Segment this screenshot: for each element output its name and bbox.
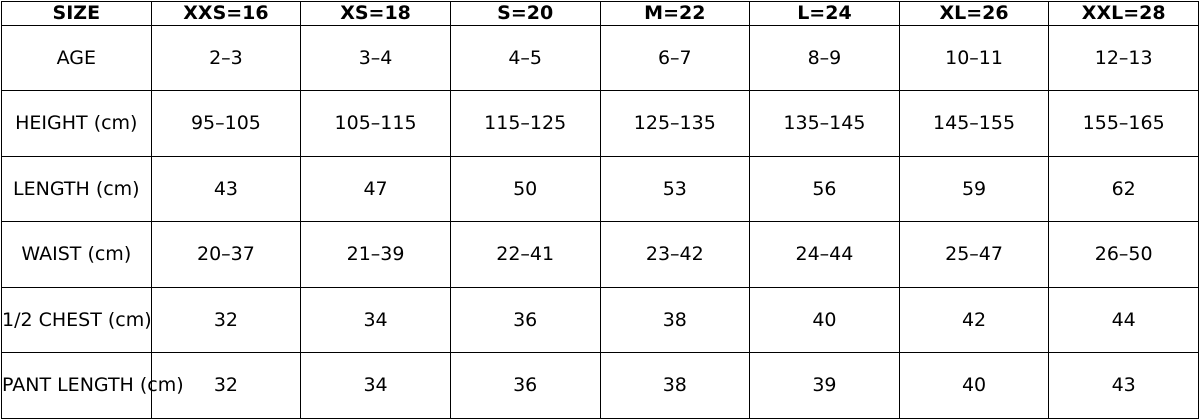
header-cell: XXL=28 [1048,1,1199,26]
table-cell: 56 [749,155,900,223]
header-cell-size: SIZE [1,1,152,26]
table-cell: 43 [150,155,302,223]
table-header: SIZE XXS=16 XS=18 S=20 M=22 L=24 XL=26 XXL=28 [1,1,1199,26]
table-cell: 40 [898,352,1050,419]
table-cell: 47 [300,155,451,223]
table-cell: 26–50 [1048,221,1199,288]
row-label: 1/2 CHEST (cm) [1,286,152,354]
row-label: HEIGHT (cm) [1,90,152,157]
row-label: PANT LENGTH (cm) [1,352,184,419]
table-cell: 20–37 [150,221,302,288]
table-cell: 32 [150,286,302,354]
table-cell: 6–7 [599,24,751,92]
table-cell: 115–125 [449,90,601,157]
table-cell: 12–13 [1048,24,1199,92]
table-cell: 62 [1048,155,1199,223]
row-label: WAIST (cm) [1,221,152,288]
table-cell: 10–11 [898,24,1050,92]
row-label: LENGTH (cm) [1,155,152,223]
table-cell: 50 [449,155,601,223]
table-cell: 125–135 [599,90,751,157]
table-cell: 23–42 [599,221,751,288]
table-cell: 43 [1048,352,1199,419]
header-cell: XL=26 [898,1,1050,26]
table-cell: 155–165 [1048,90,1199,157]
row-label: AGE [1,24,152,92]
header-row: SIZE XXS=16 XS=18 S=20 M=22 L=24 XL=26 XXL=28 [1,1,1199,26]
table-cell: 36 [449,352,601,419]
table-body: AGE 2–3 3–4 4–5 6–7 8–9 10–11 12–13 HEIGHT (cm) 9… [1,24,1199,419]
table-cell: 36 [449,286,601,354]
table-cell: 135–145 [749,90,900,157]
table-row: LENGTH (cm) 43 47 50 53 56 59 62 [1,155,1199,223]
table-cell: 42 [898,286,1050,354]
table-cell: 22–41 [449,221,601,288]
table-cell: 32 [150,352,302,419]
table-row: PANT LENGTH (cm) 32 34 36 38 39 40 43 [1,352,1199,419]
table-row: AGE 2–3 3–4 4–5 6–7 8–9 10–11 12–13 [1,24,1199,92]
table-cell: 2–3 [150,24,302,92]
table-cell: 59 [898,155,1050,223]
table-cell: 44 [1048,286,1199,354]
table-cell: 53 [599,155,751,223]
table-cell: 38 [599,352,751,419]
table-cell: 40 [749,286,900,354]
header-cell: L=24 [749,1,900,26]
table-cell: 24–44 [749,221,900,288]
table-cell: 8–9 [749,24,900,92]
table-cell: 25–47 [898,221,1050,288]
table-cell: 21–39 [300,221,451,288]
table-cell: 34 [300,352,451,419]
header-cell: S=20 [449,1,601,26]
table-cell: 4–5 [449,24,601,92]
table-cell: 145–155 [898,90,1050,157]
header-cell: M=22 [599,1,751,26]
table-row: 1/2 CHEST (cm) 32 34 36 38 40 42 44 [1,286,1199,354]
table-cell: 38 [599,286,751,354]
table-row: WAIST (cm) 20–37 21–39 22–41 23–42 24–44 25–47… [1,221,1199,288]
header-cell: XS=18 [300,1,451,26]
table-cell: 3–4 [300,24,451,92]
table-cell: 95–105 [150,90,302,157]
header-cell: XXS=16 [150,1,302,26]
table-cell: 39 [749,352,900,419]
table-row: HEIGHT (cm) 95–105 105–115 115–125 125–135 13… [1,90,1199,157]
table-cell: 105–115 [300,90,451,157]
table-cell: 34 [300,286,451,354]
